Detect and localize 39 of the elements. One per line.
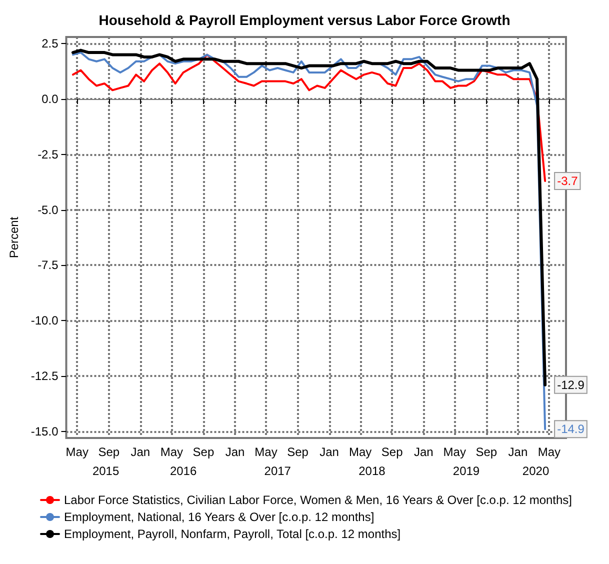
x-tick-label: Jan xyxy=(414,445,434,459)
x2-tick-label: 2018 xyxy=(358,464,386,478)
x-tick-label: May xyxy=(443,445,466,459)
y-tick-label: -7.5 xyxy=(38,258,59,272)
x-tick-label: May xyxy=(348,445,372,459)
data-label: -14.9 xyxy=(557,422,585,436)
y-tick-label: -5.0 xyxy=(38,202,59,217)
x-tick-label: Jan xyxy=(320,445,339,459)
line-series xyxy=(72,54,546,182)
legend-label: Employment, Payroll, Nonfarm, Payroll, Total [c.o.p. 12 months] xyxy=(64,527,401,541)
x-tick-label: Sep xyxy=(476,445,498,459)
chart-title: Household & Payroll Employment versus Labor Force Growth xyxy=(98,12,510,28)
legend-label: Labor Force Statistics, Civilian Labor Force, Women & Men, 16 Years & Over [c.o.p. 12 months] xyxy=(64,493,572,507)
data-label: -12.9 xyxy=(557,378,585,392)
x2-tick-label: 2015 xyxy=(92,464,120,478)
x-tick-label: Jan xyxy=(508,445,528,459)
y-tick-label: -12.5 xyxy=(30,368,59,383)
y-tick-label: -15.0 xyxy=(30,424,59,438)
x2-tick-label: 2020 xyxy=(522,464,550,478)
x2-tick-label: 2017 xyxy=(264,464,292,478)
data-label: -3.7 xyxy=(557,174,578,188)
x-tick-label: May xyxy=(66,445,88,459)
x-tick-label: May xyxy=(160,445,184,459)
x-tick-label: Sep xyxy=(287,445,309,459)
x-tick-label: Jan xyxy=(225,445,245,459)
x-tick-label: Sep xyxy=(192,445,214,459)
y-tick-label: -2.5 xyxy=(38,147,59,162)
y-tick-label: 0.0 xyxy=(42,92,59,106)
x-tick-label: May xyxy=(538,445,561,459)
x-tick-label: Sep xyxy=(98,445,120,459)
legend-label: Employment, National, 16 Years & Over [c.o.p. 12 months] xyxy=(64,510,374,524)
x2-tick-label: 2016 xyxy=(170,464,197,478)
y-tick-label: 2.5 xyxy=(42,36,59,51)
x2-tick-label: 2019 xyxy=(452,464,480,478)
x-tick-label: Sep xyxy=(381,445,404,459)
x-tick-label: Jan xyxy=(130,445,150,459)
x-tick-label: May xyxy=(254,445,278,459)
y-tick-label: -10.0 xyxy=(30,314,59,328)
y-axis-title: Percent xyxy=(7,216,21,258)
